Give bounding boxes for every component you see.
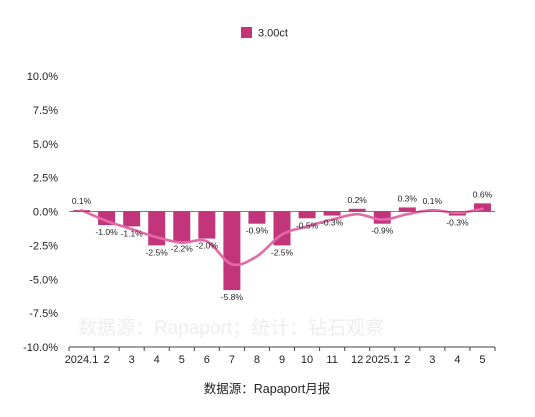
bar: [148, 211, 166, 246]
data-labels: 0.1%-1.0% -1.1%-2.5% -2.2% -2.0%-5.8%-0.9%-…: [72, 189, 493, 302]
data-label: -0.9%: [246, 226, 269, 236]
data-label: -0.3%: [321, 218, 344, 228]
data-label: -1.1%: [121, 228, 144, 238]
y-tick-label: 2.5%: [33, 173, 58, 185]
trend-line-group: [80, 207, 484, 267]
data-label: -0.9%: [371, 226, 394, 236]
x-tick-label: 4: [454, 354, 460, 366]
y-axis: 10.0% 7.5% 5.0% 2.5% 0.0% -2.5% -5.0% -7.5% -10.…: [23, 71, 58, 354]
x-tick-label: 7: [229, 354, 235, 366]
data-label: 0.1%: [72, 196, 92, 206]
x-tick-label: 6: [204, 354, 210, 366]
data-label: -5.8%: [221, 292, 244, 302]
legend-swatch: [241, 27, 252, 38]
bar: [248, 211, 266, 224]
x-axis: 2024.1 2 3 4 5 6 7 8 9 10 11 12 2025.1 2 3 4 5: [65, 211, 496, 366]
legend-label: 3.00ct: [258, 28, 288, 40]
y-tick-label: 5.0%: [33, 139, 58, 151]
data-label: 0.1%: [423, 196, 443, 206]
x-tick-label: 2024.1: [65, 354, 99, 366]
y-tick-label: 7.5%: [33, 105, 58, 117]
data-label: -0.5%: [296, 220, 319, 230]
x-tick-label: 12: [351, 354, 363, 366]
x-tick-label: 3: [429, 354, 435, 366]
bar: [123, 211, 141, 227]
x-tick-label: 2025.1: [365, 354, 399, 366]
data-label: -0.3%: [446, 218, 469, 228]
y-tick-label: 0.0%: [33, 207, 58, 219]
bar: [398, 207, 416, 212]
data-label: -1.0%: [95, 227, 118, 237]
x-tick-label: 5: [479, 354, 485, 366]
legend: 3.00ct: [241, 27, 288, 40]
data-label: -2.2%: [171, 243, 194, 253]
x-tick-label: 4: [154, 354, 160, 366]
y-tick-label: 10.0%: [27, 71, 58, 83]
bar: [373, 211, 391, 224]
x-tick-label: 3: [129, 354, 135, 366]
y-tick-label: -2.5%: [29, 240, 58, 252]
bar: [298, 211, 316, 219]
data-label: 0.3%: [398, 193, 418, 203]
bar: [323, 211, 341, 216]
x-tick-label: 5: [179, 354, 185, 366]
x-tick-label: 2: [104, 354, 110, 366]
source-note: 数据源：Rapaport月报: [204, 381, 331, 396]
y-tick-label: -10.0%: [23, 342, 58, 354]
data-label: -2.0%: [196, 241, 219, 251]
x-tick-label: 9: [279, 354, 285, 366]
x-tick-label: 8: [254, 354, 260, 366]
bar: [173, 211, 191, 242]
x-tick-label: 11: [326, 354, 337, 366]
data-label: -2.5%: [146, 247, 169, 257]
data-label: 0.6%: [473, 189, 493, 199]
y-tick-label: -7.5%: [29, 308, 58, 320]
x-tick-label: 2: [404, 354, 410, 366]
trend-line: [80, 207, 484, 267]
x-tick-label: 10: [301, 354, 313, 366]
bar: [348, 208, 366, 212]
bar: [223, 211, 241, 291]
data-label: 0.2%: [347, 195, 367, 205]
bar: [198, 211, 216, 239]
y-tick-label: -5.0%: [29, 274, 58, 286]
bar: [473, 203, 491, 212]
bars: [73, 203, 491, 291]
watermark: 数据源：Rapaport；统计：钻石观察: [78, 317, 384, 339]
data-label: -2.5%: [271, 247, 294, 257]
